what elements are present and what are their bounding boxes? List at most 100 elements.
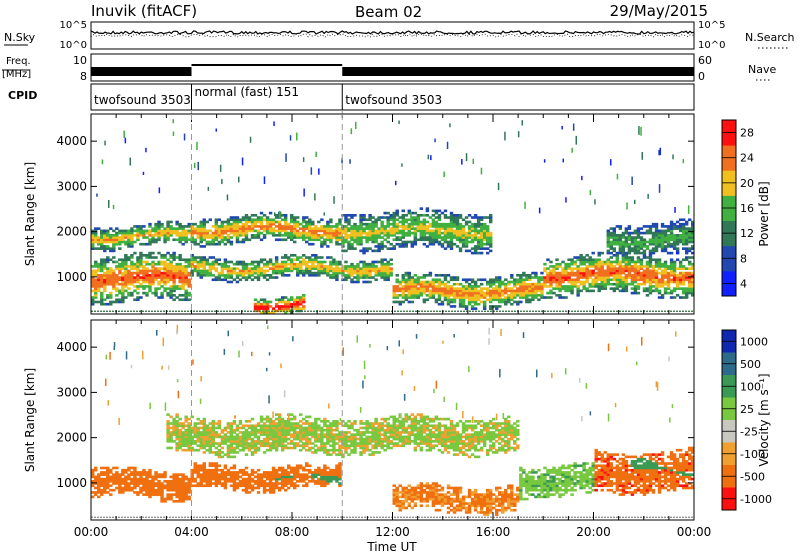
- heatmap-cell: [235, 433, 240, 436]
- heatmap-cell: [389, 222, 393, 226]
- heatmap-cell: [283, 482, 288, 485]
- heatmap-cell: [639, 267, 644, 270]
- heatmap-cell: [172, 285, 176, 288]
- heatmap-cell: [353, 236, 357, 239]
- heatmap-cell: [585, 276, 589, 279]
- heatmap-cell: [383, 238, 387, 242]
- heatmap-cell: [413, 289, 418, 293]
- heatmap-cell: [286, 420, 291, 423]
- heatmap-cell: [166, 493, 170, 496]
- heatmap-cell: [443, 216, 448, 219]
- heatmap-cell: [687, 287, 692, 290]
- heatmap-cell: [130, 240, 134, 244]
- heatmap-cell: [401, 291, 405, 295]
- heatmap-cell: [413, 234, 418, 237]
- heatmap-cell: [416, 294, 421, 297]
- heatmap-cell: [148, 225, 152, 228]
- heatmap-cell: [323, 269, 327, 273]
- heatmap-cell: [525, 282, 529, 286]
- heatmap-cell: [368, 222, 372, 226]
- heatmap-cell: [109, 234, 113, 237]
- heatmap-speckle: [194, 162, 196, 169]
- heatmap-cell: [434, 280, 439, 284]
- heatmap-cell: [461, 300, 466, 304]
- heatmap-cell: [154, 294, 158, 297]
- heatmap-cell: [250, 433, 255, 436]
- heatmap-cell: [136, 238, 140, 242]
- heatmap-cell: [636, 267, 641, 270]
- heatmap-cell: [452, 231, 457, 235]
- heatmap-cell: [265, 262, 270, 266]
- heatmap-cell: [642, 225, 647, 228]
- heatmap-cell: [91, 473, 95, 476]
- heatmap-cell: [389, 229, 393, 233]
- heatmap-cell: [368, 218, 372, 222]
- heatmap-cell: [277, 229, 282, 233]
- heatmap-cell: [684, 234, 689, 237]
- heatmap-cell: [440, 231, 445, 235]
- heatmap-cell: [422, 291, 427, 295]
- heatmap-cell: [157, 282, 161, 286]
- heatmap-cell: [271, 311, 276, 315]
- heatmap-cell: [479, 247, 484, 250]
- heatmap-cell: [157, 260, 161, 264]
- heatmap-cell: [274, 271, 279, 275]
- heatmap-cell: [187, 435, 191, 439]
- heatmap-cell: [458, 225, 463, 228]
- heatmap-cell: [130, 480, 134, 483]
- heatmap-cell: [244, 435, 249, 439]
- heatmap-cell: [516, 274, 520, 277]
- heatmap-cell: [130, 271, 134, 275]
- heatmap-cell: [467, 287, 472, 290]
- heatmap-cell: [353, 280, 357, 284]
- heatmap-cell: [124, 484, 128, 488]
- heatmap-cell: [386, 269, 390, 273]
- heatmap-cell: [407, 300, 411, 304]
- heatmap-cell: [121, 291, 125, 295]
- heatmap-cell: [286, 274, 291, 277]
- heatmap-cell: [473, 280, 478, 284]
- heatmap-speckle: [517, 131, 520, 138]
- heatmap-cell: [202, 262, 206, 266]
- heatmap-cell: [163, 234, 167, 237]
- heatmap-cell: [187, 440, 191, 443]
- heatmap-cell: [94, 238, 98, 242]
- heatmap-cell: [305, 269, 309, 273]
- heatmap-cell: [184, 486, 188, 490]
- heatmap-cell: [612, 247, 617, 250]
- heatmap-cell: [654, 269, 659, 273]
- heatmap-cell: [280, 471, 285, 474]
- heatmap-cell: [142, 488, 146, 492]
- heatmap-cell: [576, 265, 580, 268]
- heatmap-cell: [172, 251, 176, 255]
- heatmap-cell: [214, 227, 219, 230]
- heatmap-cell: [588, 282, 592, 286]
- heatmap-cell: [163, 500, 167, 503]
- heatmap-cell: [594, 265, 598, 268]
- heatmap-cell: [473, 298, 478, 302]
- heatmap-cell: [253, 222, 258, 226]
- heatmap-cell: [223, 437, 228, 441]
- heatmap-cell: [398, 294, 402, 297]
- heatmap-cell: [208, 265, 213, 268]
- heatmap-cell: [121, 486, 125, 490]
- heatmap-cell: [205, 220, 209, 224]
- heatmap-cell: [672, 267, 677, 270]
- heatmap-cell: [127, 274, 131, 277]
- heatmap-cell: [654, 265, 659, 268]
- heatmap-cell: [172, 475, 176, 479]
- heatmap-cell: [410, 225, 415, 228]
- heatmap-cell: [624, 285, 629, 288]
- heatmap-cell: [624, 269, 629, 273]
- heatmap-cell: [615, 285, 620, 288]
- heatmap-cell: [464, 287, 469, 290]
- heatmap-cell: [564, 278, 568, 282]
- heatmap-cell: [329, 220, 333, 224]
- heatmap-cell: [94, 289, 98, 293]
- heatmap-cell: [443, 276, 448, 279]
- heatmap-cell: [187, 448, 191, 452]
- heatmap-cell: [531, 296, 535, 299]
- heatmap-cell: [226, 446, 231, 450]
- heatmap-cell: [265, 417, 270, 421]
- heatmap-cell: [208, 448, 213, 452]
